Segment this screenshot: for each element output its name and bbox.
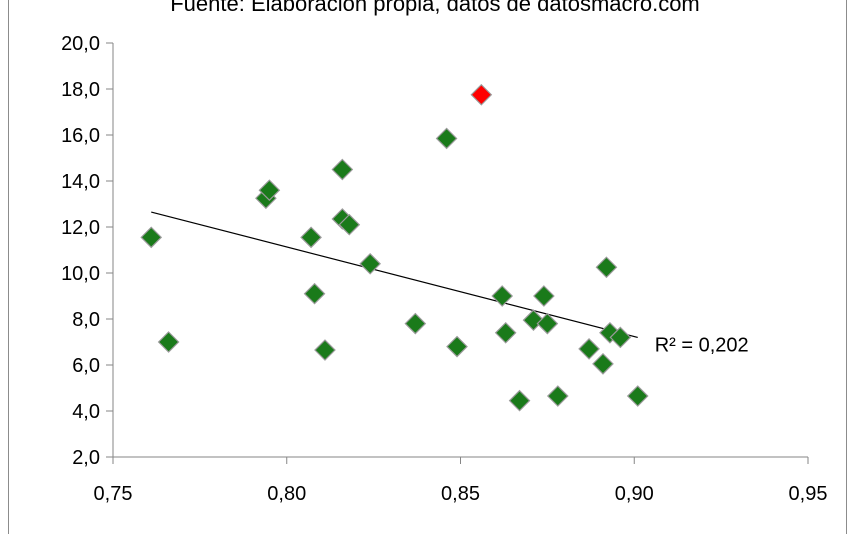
trendline	[151, 211, 638, 338]
y-tick-label: 12,0	[61, 217, 100, 239]
data-point	[595, 256, 618, 279]
data-point	[404, 312, 427, 335]
data-point	[314, 339, 336, 361]
data-point	[446, 335, 468, 358]
data-point	[536, 312, 559, 335]
data-point	[494, 321, 517, 344]
y-tick-label: 20,0	[61, 33, 100, 55]
y-tick-label: 18,0	[61, 79, 100, 101]
data-point	[359, 252, 381, 275]
data-point	[533, 285, 555, 307]
data-point	[626, 385, 649, 407]
data-point	[140, 226, 163, 249]
data-point	[609, 326, 632, 349]
data-point	[331, 158, 354, 181]
x-tick-label: 0,80	[267, 483, 306, 505]
data-point	[338, 213, 361, 236]
x-tick-label: 0,75	[94, 483, 133, 505]
data-point	[491, 285, 514, 307]
x-tick-label: 0,95	[789, 483, 828, 505]
y-tick-label: 4,0	[72, 401, 100, 423]
data-point	[578, 338, 600, 360]
data-point	[508, 389, 531, 412]
data-point	[157, 331, 180, 353]
data-point	[258, 179, 281, 202]
y-tick-label: 10,0	[61, 263, 100, 285]
x-tick-label: 0,85	[441, 483, 480, 505]
y-tick-label: 2,0	[72, 447, 100, 469]
data-point	[435, 127, 458, 150]
data-point	[546, 385, 569, 407]
y-tick-label: 16,0	[61, 125, 100, 147]
x-tick-label: 0,90	[615, 483, 654, 505]
axes: 2,0 4,0 6,0 8,0 10,0 12,0 14,0 16,0 18,0 20,0 0,75…	[61, 33, 827, 505]
trendline-group: R² = 0,202	[151, 211, 749, 356]
data-point	[303, 282, 326, 305]
data-points	[140, 83, 649, 412]
highlighted-data-point	[470, 83, 493, 106]
y-tick-label: 6,0	[72, 355, 100, 377]
data-point	[592, 353, 614, 375]
data-point	[300, 226, 322, 249]
y-tick-label: 14,0	[61, 171, 100, 193]
r-squared-label: R² = 0,202	[655, 334, 749, 356]
source-note: Fuente: Elaboración propia, datos de dat…	[170, 0, 700, 16]
y-tick-label: 8,0	[72, 309, 100, 331]
